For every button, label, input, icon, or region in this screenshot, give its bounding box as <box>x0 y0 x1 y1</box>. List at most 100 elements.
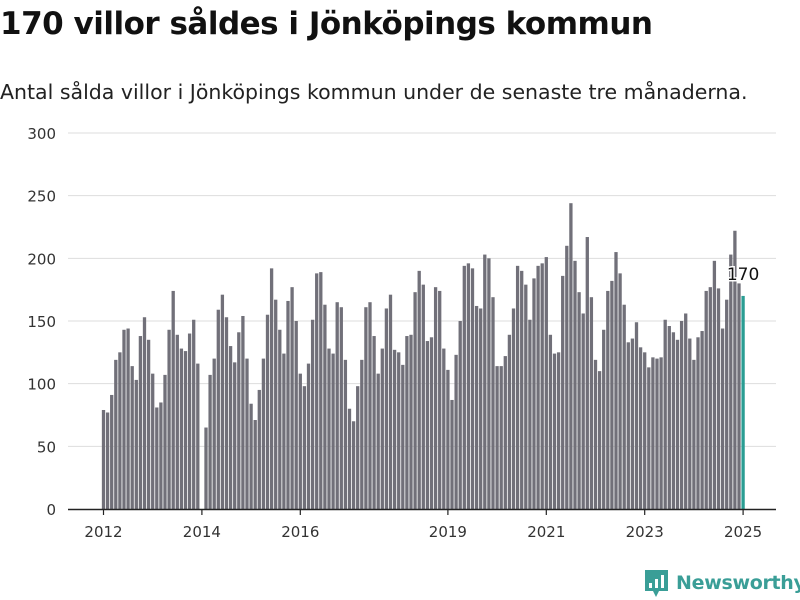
y-tick-label: 50 <box>37 438 56 456</box>
bar <box>269 268 274 509</box>
bar <box>458 321 462 509</box>
brand-logo: Newsworthy <box>644 568 800 598</box>
bar <box>720 328 725 509</box>
bar <box>228 346 233 509</box>
bar <box>224 317 229 509</box>
x-tick-label: 2012 <box>84 523 122 541</box>
bar <box>528 319 532 509</box>
bar <box>663 319 667 509</box>
bar <box>659 357 663 509</box>
bar-latest <box>741 295 745 509</box>
bar <box>585 237 589 509</box>
bar <box>638 347 643 509</box>
bar <box>392 349 397 509</box>
bar <box>372 336 376 509</box>
bar <box>573 260 577 509</box>
bar <box>524 284 528 509</box>
bar <box>675 339 680 509</box>
x-tick-label: 2025 <box>724 523 762 541</box>
bar <box>319 272 323 509</box>
brand-name: Newsworthy <box>676 572 800 594</box>
bar <box>495 366 499 509</box>
bar <box>515 265 520 509</box>
bar <box>610 280 614 509</box>
newsworthy-logo-icon <box>645 569 668 597</box>
bar <box>159 402 163 509</box>
bar <box>466 263 471 509</box>
bar <box>130 366 134 509</box>
x-tick-label: 2016 <box>281 523 319 541</box>
bar <box>142 317 147 509</box>
bar <box>470 268 475 509</box>
bar <box>212 358 216 509</box>
bar <box>192 319 196 509</box>
y-tick-label: 250 <box>27 188 56 206</box>
bar <box>520 270 524 509</box>
bar <box>138 336 143 509</box>
bar <box>667 326 671 509</box>
x-tick-label: 2019 <box>429 523 467 541</box>
bar <box>306 363 311 509</box>
bar <box>220 294 225 509</box>
bar <box>712 260 717 509</box>
bar <box>479 308 483 509</box>
bar <box>360 359 364 509</box>
chart-subtitle: Antal sålda villor i Jönköpings kommun u… <box>0 80 748 104</box>
bar <box>429 337 434 509</box>
bar <box>315 273 319 509</box>
bar <box>618 273 622 509</box>
bar <box>196 363 200 509</box>
bar <box>454 354 458 509</box>
y-tick-label: 150 <box>27 313 56 331</box>
bar <box>425 341 430 509</box>
bar <box>409 334 413 509</box>
bar <box>532 278 536 509</box>
bar <box>376 373 380 509</box>
bar <box>569 203 573 509</box>
bar <box>388 294 393 509</box>
x-tick-label: 2023 <box>626 523 664 541</box>
bar <box>561 275 565 509</box>
bar <box>606 290 610 509</box>
bar <box>593 359 598 509</box>
bar <box>483 254 487 509</box>
bar <box>237 332 241 509</box>
bar <box>614 252 618 509</box>
bar <box>114 359 118 509</box>
bar <box>688 338 692 509</box>
bar <box>503 356 507 509</box>
bar <box>696 337 700 509</box>
bar <box>204 427 208 509</box>
bar <box>343 359 348 509</box>
bar <box>187 333 192 509</box>
bar <box>737 283 741 509</box>
bar <box>282 353 286 509</box>
bar <box>499 366 503 509</box>
bar <box>118 352 122 509</box>
bar <box>462 265 466 509</box>
x-tick-label: 2014 <box>183 523 221 541</box>
bar <box>405 336 409 509</box>
bar <box>110 394 114 509</box>
bar <box>679 321 684 509</box>
bar <box>257 389 261 509</box>
bar <box>507 334 512 509</box>
bar <box>725 299 729 509</box>
bar <box>450 399 454 509</box>
bar <box>704 290 708 509</box>
bar <box>241 315 245 509</box>
bar <box>634 322 639 509</box>
bar <box>380 348 384 509</box>
bar <box>729 254 733 509</box>
bar <box>733 230 737 509</box>
bar <box>417 270 421 509</box>
bar <box>163 374 167 509</box>
bar <box>692 359 696 509</box>
bar <box>335 302 339 509</box>
bar <box>700 331 704 509</box>
y-tick-label: 200 <box>27 250 56 268</box>
bar <box>491 297 495 509</box>
bar <box>716 288 721 509</box>
bar <box>278 329 282 509</box>
bar <box>602 329 606 509</box>
